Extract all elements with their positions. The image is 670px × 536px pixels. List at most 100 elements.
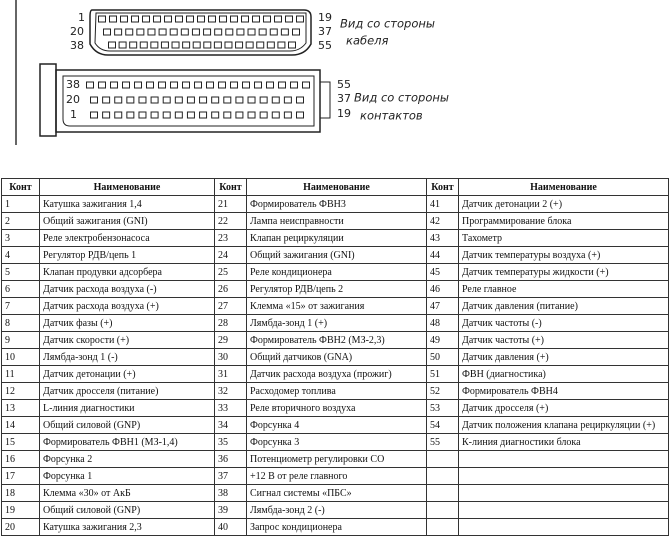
pin-cell: 46	[426, 280, 459, 298]
pin-cell: 42	[426, 212, 459, 230]
pin	[134, 81, 142, 89]
pin	[199, 96, 208, 104]
header-cell: Конт	[214, 178, 247, 196]
pin	[98, 81, 106, 89]
pin	[213, 41, 222, 49]
pin	[211, 96, 220, 104]
pin	[114, 111, 123, 119]
name-cell: Клапан рециркуляции	[246, 229, 427, 247]
pin-label: 1	[70, 108, 77, 121]
pin-cell: 47	[426, 297, 459, 315]
pin-label: 55	[337, 78, 351, 91]
pin	[90, 111, 98, 119]
pinout-table: Конт Наименование Конт Наименование Конт Наим…	[1, 178, 669, 536]
caption: контактов	[360, 109, 423, 123]
pin-cell: 2	[1, 212, 40, 230]
name-cell: Датчик фазы (+)	[39, 314, 215, 332]
name-cell: Формирователь ФВН1 (МЗ-1,4)	[39, 433, 215, 451]
pin	[102, 111, 111, 119]
pin	[122, 81, 130, 89]
pin-label: 37	[337, 92, 351, 105]
pin	[224, 41, 233, 49]
table-row: 10 Лямбда-зонд 1 (-) 30 Общий датчиков (GNA…	[1, 348, 669, 366]
pin-label: 20	[66, 93, 80, 106]
header-cell: Конт	[1, 178, 40, 196]
pin-cell: 11	[1, 365, 40, 383]
connector-2-body	[55, 69, 321, 133]
pin-cell	[426, 467, 459, 485]
table-row: 6 Датчик расхода воздуха (-) 26 Регулятор Р…	[1, 280, 669, 298]
table-row: 20 Катушка зажигания 2,3 40 Запрос кондицио…	[1, 518, 669, 536]
name-cell: Клемма «30» от АкБ	[39, 484, 215, 502]
table-row: 12 Датчик дросселя (питание) 32 Расходомер …	[1, 382, 669, 400]
pin	[131, 15, 139, 23]
name-cell: Реле вторичного воздуха	[246, 399, 427, 417]
pin	[288, 41, 296, 49]
pin-cell	[426, 484, 459, 502]
pin-cell: 31	[214, 365, 247, 383]
name-cell: Общий зажигания (GNI)	[39, 212, 215, 230]
pin-cell: 14	[1, 416, 40, 434]
pin-cell: 1	[1, 195, 40, 213]
header-cell: Наименование	[458, 178, 669, 196]
pin	[158, 28, 167, 36]
pin	[283, 111, 292, 119]
pin	[138, 111, 147, 119]
pin-cell: 49	[426, 331, 459, 349]
pin-cell: 36	[214, 450, 247, 468]
pin-cell: 17	[1, 467, 40, 485]
pin	[114, 96, 123, 104]
pin	[90, 96, 98, 104]
pin	[108, 41, 116, 49]
name-cell: Форсунка 4	[246, 416, 427, 434]
table-row: 13 L-линия диагностики 33 Реле вторичного в…	[1, 399, 669, 417]
pin	[259, 96, 268, 104]
name-cell: Датчик давления (+)	[458, 348, 669, 366]
pin	[296, 111, 304, 119]
table-row: 1 Катушка зажигания 1,4 21 Формирователь ФВ…	[1, 195, 669, 213]
pin-cell: 55	[426, 433, 459, 451]
pin	[146, 81, 154, 89]
pin	[235, 41, 244, 49]
name-cell: +12 В от реле главного	[246, 467, 427, 485]
pin	[271, 96, 280, 104]
pin-label: 37	[318, 25, 332, 38]
connector-1-body	[89, 9, 312, 56]
pin-cell: 51	[426, 365, 459, 383]
pin	[203, 28, 212, 36]
pin	[150, 111, 159, 119]
name-cell	[458, 501, 669, 519]
pin-label: 1	[78, 11, 85, 24]
table-row: 2 Общий зажигания (GNI) 22 Лампа неисправно…	[1, 212, 669, 230]
pin	[241, 15, 249, 23]
pin	[194, 81, 202, 89]
name-cell: Реле электробензонасоса	[39, 229, 215, 247]
pin-cell: 18	[1, 484, 40, 502]
pin	[230, 81, 238, 89]
pin	[129, 41, 138, 49]
pin-cell: 34	[214, 416, 247, 434]
pin-cell	[426, 501, 459, 519]
pin-label: 38	[66, 78, 80, 91]
pin-cell: 6	[1, 280, 40, 298]
pin	[235, 96, 244, 104]
pin	[162, 96, 171, 104]
pin	[174, 96, 183, 104]
name-cell: Реле кондиционера	[246, 263, 427, 281]
pin	[235, 111, 244, 119]
pin-cell: 41	[426, 195, 459, 213]
pin	[292, 28, 300, 36]
pin	[186, 111, 195, 119]
name-cell: Датчик детонации (+)	[39, 365, 215, 383]
pin	[103, 28, 111, 36]
pin	[164, 15, 172, 23]
table-row: 9 Датчик скорости (+) 29 Формирователь ФВН2…	[1, 331, 669, 349]
pin	[218, 81, 226, 89]
pin-cell: 8	[1, 314, 40, 332]
pin	[171, 41, 180, 49]
pin-cell: 22	[214, 212, 247, 230]
pin-cell: 13	[1, 399, 40, 417]
name-cell: Датчик расхода воздуха (+)	[39, 297, 215, 315]
pin-cell: 48	[426, 314, 459, 332]
name-cell: Лямбда-зонд 1 (+)	[246, 314, 427, 332]
